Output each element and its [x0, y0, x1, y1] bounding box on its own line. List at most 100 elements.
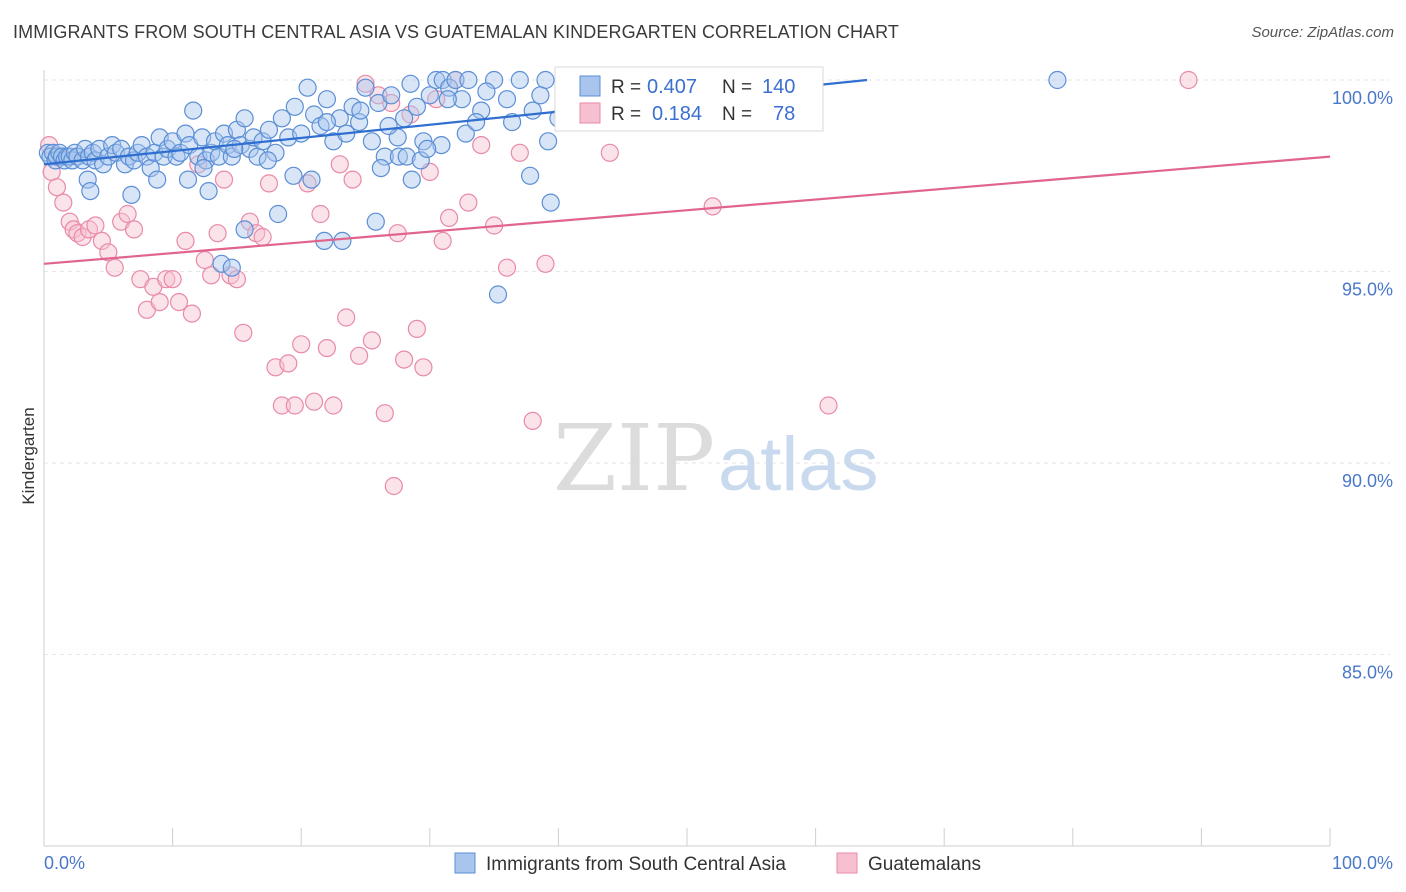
pink-point [375, 404, 394, 423]
pink-point [311, 204, 330, 224]
blue-point [379, 116, 398, 136]
pink-point [47, 178, 67, 197]
blue-point [302, 170, 321, 189]
pink-point [523, 411, 542, 430]
stats-pink-swatch [579, 102, 601, 124]
blue-point [477, 82, 496, 101]
pink-point [305, 392, 324, 411]
pink-point [600, 143, 619, 162]
pink-point [337, 308, 356, 327]
blue-point [520, 166, 540, 185]
blue-point [510, 70, 529, 90]
pink-point [234, 323, 253, 342]
blue-point [402, 170, 421, 189]
legend-pink-label: Guatemalans [868, 854, 981, 875]
blue-point [141, 159, 160, 178]
blue-point [259, 120, 279, 139]
blue-point [333, 231, 352, 250]
blue-point [382, 86, 401, 105]
pink-point [395, 350, 414, 369]
pink-point [118, 204, 137, 224]
blue-point [194, 159, 213, 178]
pink-point [472, 136, 491, 155]
blue-point [317, 112, 336, 132]
x-axis-ticks [43, 828, 1331, 846]
pink-point [227, 270, 246, 289]
pink-point [362, 331, 381, 350]
pink-point [150, 293, 169, 312]
y-tick-label-85: 85.0% [1342, 663, 1393, 683]
pink-point [407, 319, 426, 338]
blue-point [420, 86, 439, 105]
blue-point [222, 258, 241, 277]
pink-point [384, 476, 403, 496]
blue-point [285, 97, 304, 116]
stats-blue-n-value: 140 [762, 76, 795, 98]
blue-point [538, 132, 558, 151]
blue-point [184, 101, 203, 120]
pink-point [356, 74, 375, 93]
pink-point [350, 346, 369, 365]
blue-point [456, 124, 475, 143]
stats-blue-r-value: 0.407 [647, 76, 697, 98]
blue-point [258, 151, 277, 170]
pink-point [124, 220, 144, 239]
pink-point [433, 231, 452, 250]
blue-point [432, 136, 451, 155]
y-tick-label-95: 95.0% [1342, 280, 1393, 300]
blue-point [371, 159, 390, 178]
pink-point [414, 358, 433, 377]
blue-point [452, 90, 471, 109]
blue-point [362, 132, 381, 151]
y-tick-label-100: 100.0% [1332, 88, 1393, 108]
blue-point [497, 90, 517, 109]
blue-point [418, 139, 437, 158]
blue-point [148, 170, 167, 189]
pink-point [182, 304, 201, 323]
pink-point [343, 170, 362, 189]
blue-point [272, 109, 291, 128]
pink-point [819, 396, 838, 415]
blue-point [459, 70, 478, 90]
blue-point [356, 78, 375, 97]
watermark-atlas: atlas [718, 422, 879, 507]
pink-point [92, 231, 112, 250]
pink-point [208, 224, 227, 243]
pink-point [99, 243, 118, 262]
pink-point [163, 270, 182, 289]
pink-point [86, 216, 105, 235]
pink-point [73, 227, 92, 247]
stats-pink-r-label: R = [611, 104, 641, 125]
pink-point [214, 170, 234, 189]
pink-point [259, 174, 279, 193]
legend-blue-label: Immigrants from South Central Asia [486, 854, 786, 875]
pink-point [176, 231, 195, 250]
blue-point [317, 90, 336, 109]
pink-point [105, 258, 124, 277]
blue-point [467, 112, 486, 132]
blue-point [1048, 70, 1067, 90]
blue-point [199, 182, 218, 201]
x-tick-label-min: 0.0% [44, 853, 85, 873]
pink-point [330, 155, 349, 174]
stats-blue-r-label: R = [611, 77, 641, 98]
pink-point [440, 208, 459, 227]
legend-pink-swatch [836, 852, 858, 874]
blue-point [488, 285, 508, 304]
pink-point [703, 197, 722, 216]
blue-point [366, 212, 385, 231]
blue-point [375, 147, 394, 166]
blue-point [523, 101, 542, 120]
pink-point [497, 258, 517, 277]
blue-point [284, 166, 303, 185]
blue-point [178, 170, 198, 189]
legend: Immigrants from South Central Asia Guate… [454, 852, 981, 875]
blue-point [122, 185, 141, 204]
stats-blue-n-label: N = [722, 77, 752, 98]
pink-point [1179, 70, 1198, 90]
blue-point [225, 139, 244, 158]
stats-pink-n-value: 78 [773, 103, 795, 125]
blue-point [298, 78, 317, 97]
blue-point [269, 204, 288, 224]
